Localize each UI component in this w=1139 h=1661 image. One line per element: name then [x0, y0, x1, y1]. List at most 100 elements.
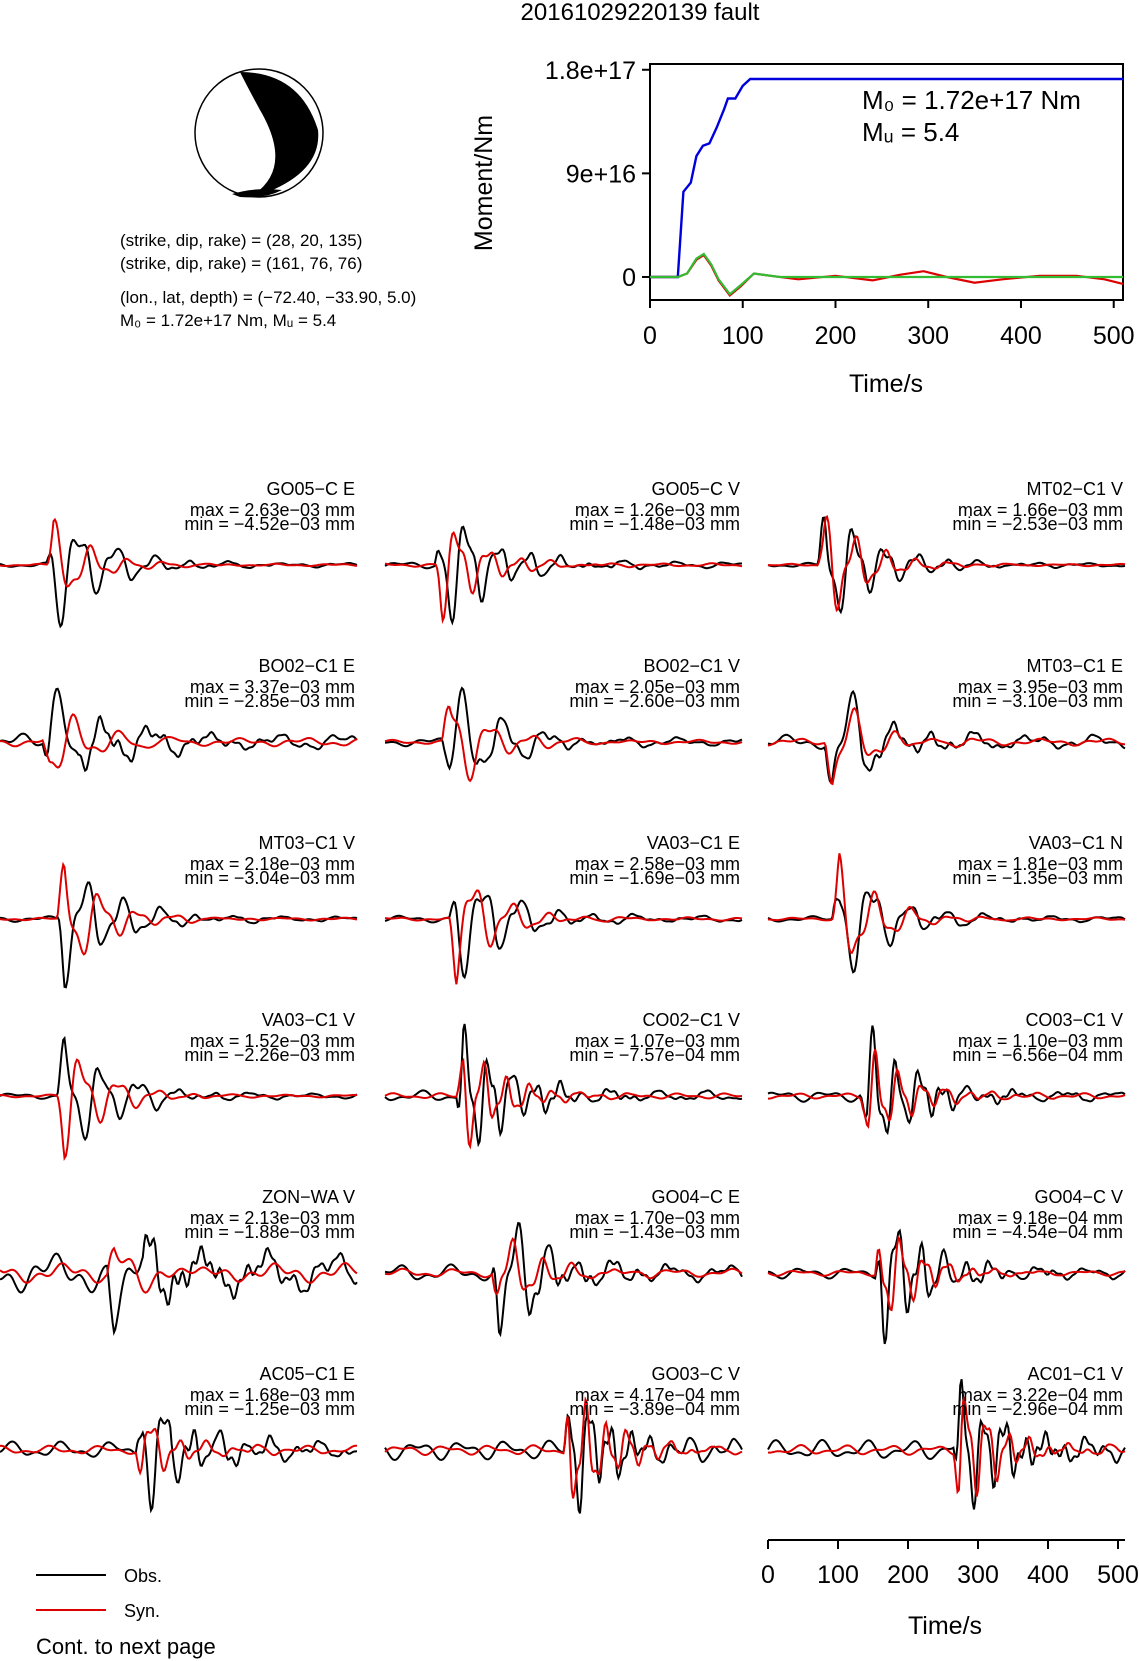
station-label: BO02−C1 E	[258, 656, 355, 676]
moment-y-tick-label: 9e+16	[566, 160, 636, 188]
amplitude-min: min = −3.10e−03 mm	[952, 691, 1123, 711]
synthetic-trace	[0, 1246, 358, 1294]
moment-x-tick-label: 400	[1000, 322, 1042, 350]
amplitude-min: min = −3.04e−03 mm	[184, 868, 355, 888]
synthetic-trace	[384, 531, 743, 624]
station-label: VA03−C1 V	[262, 1010, 355, 1030]
observed-trace	[385, 686, 743, 771]
moment-magnitude: M₀ = 1.72e+17 Nm, Mᵤ = 5.4	[120, 311, 336, 330]
synthetic-trace	[384, 889, 743, 985]
synthetic-trace	[384, 1396, 743, 1499]
amplitude-max: max = 1.26e−03 mm	[575, 500, 740, 520]
moment-y-tick-label: 0	[622, 264, 636, 292]
synthetic-trace	[767, 1235, 1126, 1312]
moment-cumulative-line	[650, 77, 1123, 279]
moment-x-tick-label: 100	[722, 322, 764, 350]
moment-x-tick-label: 0	[643, 322, 657, 350]
amplitude-min: min = −1.35e−03 mm	[952, 868, 1123, 888]
amplitude-min: min = −1.69e−03 mm	[569, 868, 740, 888]
legend-obs-label: Obs.	[124, 1566, 162, 1586]
station-label: GO03−C V	[651, 1364, 740, 1384]
amplitude-max: max = 1.68e−03 mm	[190, 1385, 355, 1405]
synthetic-trace	[384, 705, 743, 783]
observed-trace	[384, 1023, 743, 1148]
waveform-x-tick-label: 200	[887, 1561, 929, 1589]
observed-trace	[384, 894, 743, 980]
amplitude-min: min = −2.53e−03 mm	[952, 514, 1123, 534]
beachball	[194, 68, 324, 198]
amplitude-min: min = −2.96e−04 mm	[952, 1399, 1123, 1419]
amplitude-max: max = 2.58e−03 mm	[575, 854, 740, 874]
moment-y-label: Moment/Nm	[470, 115, 498, 251]
observed-trace	[767, 891, 1126, 974]
amplitude-max: max = 1.52e−03 mm	[190, 1031, 355, 1051]
amplitude-max: max = 1.66e−03 mm	[958, 500, 1123, 520]
moment-x-tick-label: 200	[815, 322, 857, 350]
amplitude-min: min = −1.48e−03 mm	[569, 514, 740, 534]
amplitude-max: max = 3.22e−04 mm	[958, 1385, 1123, 1405]
station-label: ZON−WA V	[262, 1187, 355, 1207]
beachball-compression	[240, 72, 319, 197]
station-label: GO05−C V	[651, 479, 740, 499]
amplitude-max: max = 4.17e−04 mm	[575, 1385, 740, 1405]
waveform-x-tick-label: 500	[1097, 1561, 1139, 1589]
waveform-x-axis: 0 100 200 300 400 500	[761, 1539, 1139, 1589]
amplitude-min: min = −2.60e−03 mm	[569, 691, 740, 711]
amplitude-max: max = 9.18e−04 mm	[958, 1208, 1123, 1228]
observed-trace	[0, 1233, 358, 1337]
moment-annotation-mw: Mᵤ = 5.4	[862, 117, 959, 147]
nodal-plane-1: (strike, dip, rake) = (28, 20, 135)	[120, 231, 362, 250]
observed-trace	[0, 687, 358, 773]
synthetic-trace	[0, 713, 358, 769]
amplitude-max: max = 3.95e−03 mm	[958, 677, 1123, 697]
amplitude-max: max = 2.18e−03 mm	[190, 854, 355, 874]
amplitude-max: max = 3.37e−03 mm	[190, 677, 355, 697]
observed-trace	[0, 881, 358, 989]
moment-y-axis: 0 9e+16 1.8e+17	[545, 57, 650, 292]
moment-y-tick-label: 1.8e+17	[545, 57, 636, 85]
amplitude-min: min = −1.25e−03 mm	[184, 1399, 355, 1419]
moment-x-axis: 0 100 200 300 400 500	[643, 300, 1135, 350]
moment-rate-syn-line	[650, 253, 1124, 297]
moment-plot-frame	[649, 63, 1124, 301]
moment-annotation-m0: M₀ = 1.72e+17 Nm	[862, 85, 1081, 115]
amplitude-min: min = −2.26e−03 mm	[184, 1045, 355, 1065]
station-label: MT03−C1 E	[1026, 656, 1123, 676]
synthetic-trace	[767, 853, 1126, 955]
synthetic-trace	[384, 1057, 743, 1150]
station-label: AC05−C1 E	[259, 1364, 355, 1384]
continuation-note: Cont. to next page	[36, 1634, 216, 1659]
synthetic-trace	[0, 1058, 358, 1161]
moment-series-group	[650, 77, 1124, 297]
amplitude-min: min = −2.85e−03 mm	[184, 691, 355, 711]
observed-trace	[384, 525, 742, 626]
amplitude-max: max = 1.07e−03 mm	[575, 1031, 740, 1051]
station-label: VA03−C1 N	[1029, 833, 1123, 853]
waveform-x-tick-label: 0	[761, 1561, 775, 1589]
station-label: GO04−C E	[651, 1187, 740, 1207]
waveform-x-label: Time/s	[908, 1612, 982, 1640]
station-label: CO03−C1 V	[1025, 1010, 1123, 1030]
amplitude-min: min = −1.88e−03 mm	[184, 1222, 355, 1242]
amplitude-min: min = −4.54e−04 mm	[952, 1222, 1123, 1242]
beachball-lower-wedge	[232, 189, 282, 198]
moment-x-tick-label: 300	[907, 322, 949, 350]
legend-syn-label: Syn.	[124, 1601, 160, 1621]
synthetic-trace	[384, 1237, 743, 1296]
